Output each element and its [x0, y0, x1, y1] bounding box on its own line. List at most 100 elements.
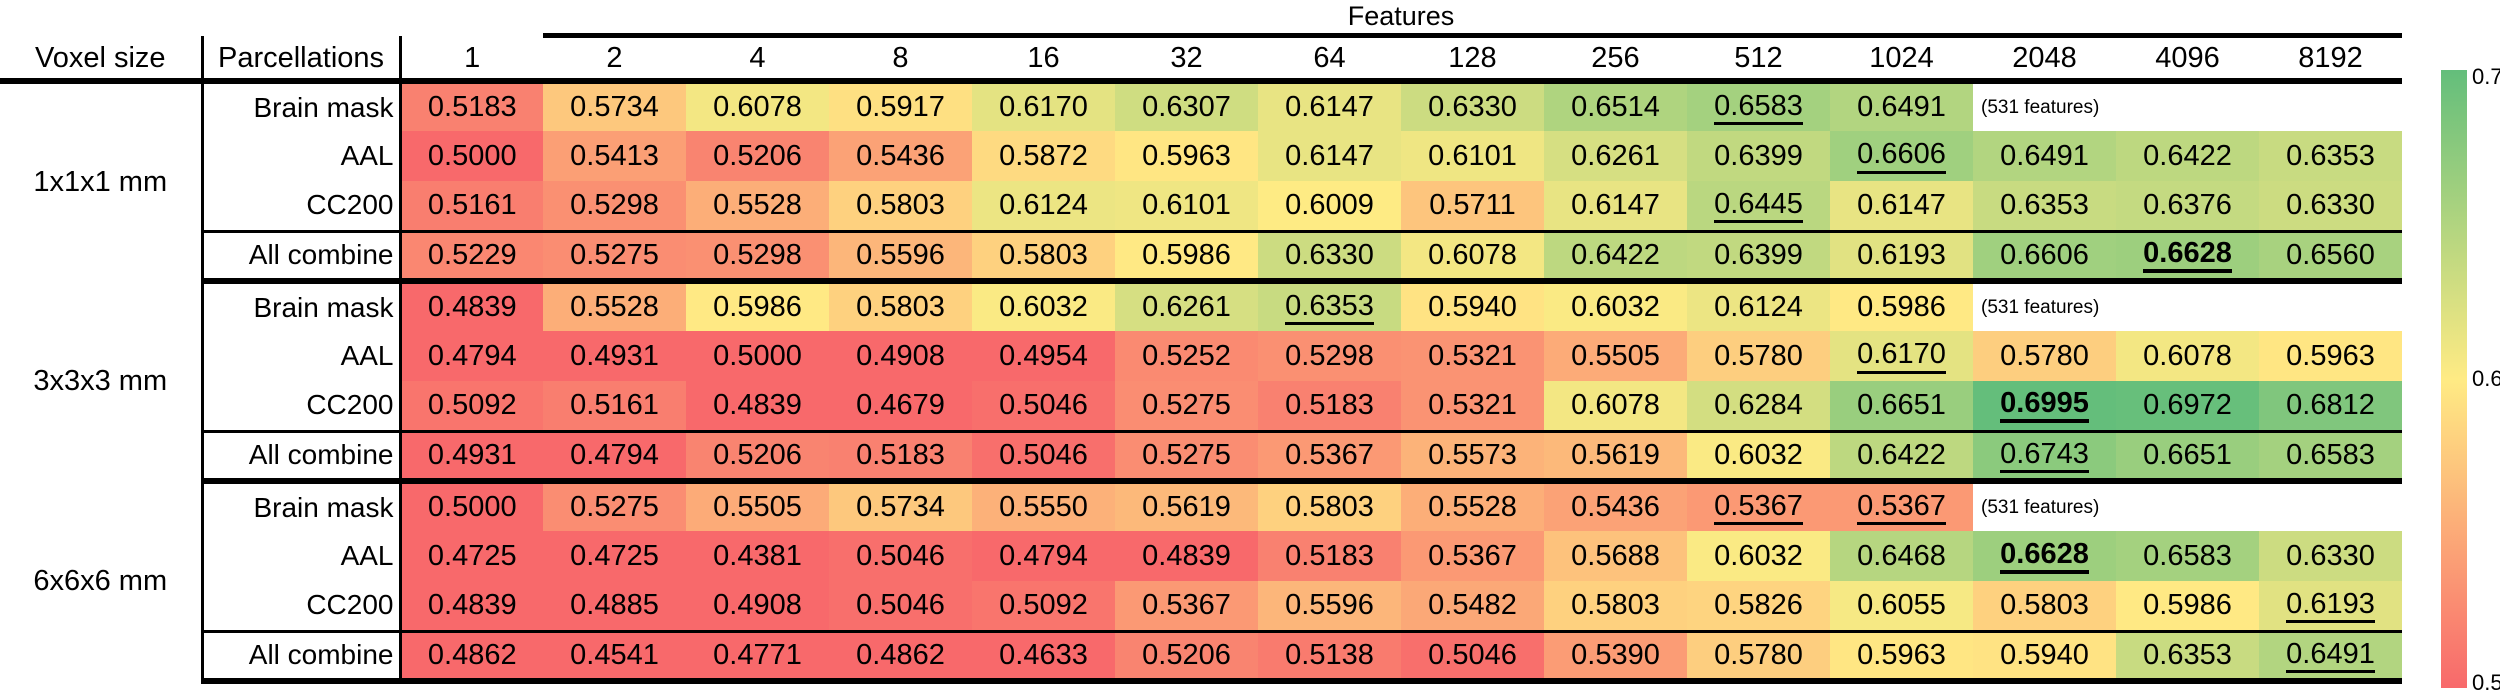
value-cell: 0.5000 [686, 331, 829, 381]
value-cell: 0.5275 [543, 481, 686, 531]
value-cell: 0.4541 [543, 629, 686, 684]
value-cell: 0.4794 [543, 429, 686, 484]
value-cell: 0.5298 [1258, 331, 1401, 381]
value-text: 0.6491 [1857, 91, 1946, 123]
value-text: 0.5046 [856, 539, 945, 572]
value-cell: 0.4862 [829, 629, 972, 684]
value-text: 0.4954 [999, 339, 1088, 372]
value-text: 0.6330 [1428, 91, 1517, 123]
value-text: 0.5252 [1142, 339, 1231, 372]
value-text: 0.5963 [1142, 139, 1231, 172]
value-text: 0.6193 [2286, 588, 2375, 623]
table-row: 3x3x3 mm Brain mask 0.4839 0.5528 0.5986 0.58… [0, 281, 2402, 481]
value-text: 0.6743 [2000, 438, 2089, 473]
value-cell: 0.5138 [1258, 629, 1401, 684]
value-cell: 0.4725 [400, 531, 543, 581]
value-cell: 0.6055 [1830, 581, 1973, 631]
value-cell: 0.6307 [1115, 81, 1258, 131]
value-cell: 0.5963 [2259, 331, 2402, 381]
chart-title: Features [1347, 1, 1455, 31]
feature-count-header: 4 [686, 33, 829, 84]
header-spacer [0, 0, 400, 36]
value-cell: 0.5986 [2116, 581, 2259, 631]
value-text: 0.6055 [1857, 588, 1946, 621]
value-text: 0.5275 [570, 491, 659, 523]
value-text: 0.5000 [427, 139, 517, 172]
parcellations-header: Parcellations [202, 35, 402, 84]
value-text: 0.6124 [999, 188, 1088, 221]
value-cell: 0.5917 [829, 81, 972, 131]
value-text: 0.4885 [570, 588, 659, 621]
value-text: 0.6353 [1285, 290, 1374, 326]
feature-count-header: 64 [1258, 33, 1401, 84]
value-cell: 0.6376 [2116, 181, 2259, 231]
value-cell: 0.4885 [543, 581, 686, 631]
value-cell: 0.6743 [1973, 429, 2116, 484]
value-text: 0.6147 [1571, 188, 1660, 221]
value-text: 0.5206 [713, 438, 802, 471]
value-text: 0.6284 [1714, 388, 1803, 421]
voxel-size-cell: 6x6x6 mm [0, 481, 204, 681]
value-text: 0.5940 [1428, 291, 1517, 323]
value-cell: 0.4931 [400, 429, 543, 484]
value-cell: 0.5528 [686, 181, 829, 231]
value-cell: 0.6606 [1973, 229, 2116, 284]
value-cell: 0.5275 [543, 229, 686, 284]
value-cell: 0.5206 [686, 429, 829, 484]
value-text: 0.6193 [1857, 238, 1946, 271]
value-text: 0.6491 [2286, 638, 2375, 673]
value-text: 0.5780 [2000, 339, 2089, 372]
value-text: 0.6353 [2143, 638, 2232, 671]
value-text: 0.6651 [1857, 388, 1946, 421]
value-text: 0.6032 [999, 291, 1088, 323]
voxel-size-header: Voxel size [0, 35, 204, 84]
value-cell: 0.6170 [1830, 331, 1973, 381]
value-cell: 0.6651 [2116, 429, 2259, 484]
value-cell: 0.5046 [1401, 629, 1544, 684]
value-cell: 0.5482 [1401, 581, 1544, 631]
table-row: All combine 0.4862 0.4541 0.4771 0.4862 0.463… [0, 629, 2402, 684]
value-text: 0.5390 [1571, 638, 1660, 671]
parcellation-label: CC200 [202, 181, 402, 231]
value-text: 0.4839 [427, 291, 517, 323]
value-cell: 0.6124 [972, 181, 1115, 231]
feature-count-header: 4096 [2116, 33, 2259, 84]
value-text: 0.6606 [1857, 139, 1946, 174]
value-text: 0.5000 [427, 491, 517, 523]
value-text: 0.5046 [856, 588, 945, 621]
value-cell: 0.5734 [543, 81, 686, 131]
value-text: 0.6078 [713, 91, 802, 123]
value-text: 0.5321 [1428, 339, 1517, 372]
parcellation-label: All combine [202, 429, 402, 484]
value-cell: 0.6101 [1115, 181, 1258, 231]
value-cell: 0.5780 [1687, 629, 1830, 684]
value-text: 0.6353 [2286, 139, 2375, 172]
value-cell: 0.6078 [1544, 381, 1687, 431]
value-text: 0.6995 [2000, 387, 2089, 424]
value-cell: 0.6514 [1544, 81, 1687, 131]
value-cell: 0.5619 [1544, 429, 1687, 484]
value-text: 0.4633 [999, 638, 1088, 671]
value-cell: 0.5436 [829, 131, 972, 181]
voxel-size-cell: 1x1x1 mm [0, 81, 204, 281]
value-text: 0.5092 [427, 388, 517, 421]
value-text: 0.4931 [427, 438, 517, 471]
value-text: 0.6170 [1857, 339, 1946, 374]
value-text: 0.5436 [856, 139, 945, 172]
value-text: 0.6583 [2143, 539, 2232, 572]
value-text: 0.5505 [1571, 339, 1660, 372]
value-cell: 0.5803 [829, 181, 972, 231]
value-text: 0.6147 [1285, 91, 1374, 123]
value-cell: 0.6032 [972, 281, 1115, 331]
value-text: 0.5528 [1428, 491, 1517, 523]
value-cell: 0.5528 [543, 281, 686, 331]
value-text: 0.6078 [1428, 238, 1517, 271]
value-text: 0.6491 [2000, 139, 2089, 172]
value-text: 0.6353 [2000, 188, 2089, 221]
value-text: 0.6651 [2143, 438, 2232, 471]
value-text: 0.5917 [856, 91, 945, 123]
value-cell: 0.5206 [1115, 629, 1258, 684]
value-cell: 0.5413 [543, 131, 686, 181]
table-row: All combine 0.4931 0.4794 0.5206 0.5183 0.504… [0, 429, 2402, 484]
